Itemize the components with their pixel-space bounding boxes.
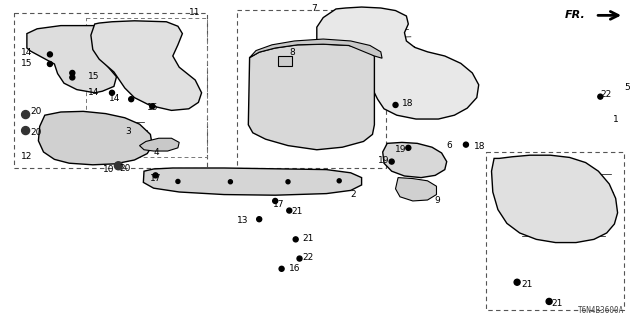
Bar [237, 10, 386, 168]
Circle shape [109, 90, 115, 95]
Polygon shape [396, 178, 436, 201]
Circle shape [273, 198, 278, 204]
Text: 11: 11 [189, 8, 201, 17]
Text: T6N4B3600A: T6N4B3600A [578, 306, 624, 315]
Text: 3: 3 [125, 127, 131, 136]
Circle shape [297, 256, 302, 261]
Circle shape [153, 173, 158, 178]
Circle shape [286, 180, 290, 184]
Polygon shape [250, 39, 382, 58]
Circle shape [257, 217, 262, 222]
Text: 17: 17 [273, 200, 284, 209]
Text: 7: 7 [311, 4, 316, 12]
Text: 21: 21 [522, 280, 533, 289]
Text: 18: 18 [474, 142, 485, 151]
Bar [278, 56, 292, 66]
Circle shape [546, 299, 552, 304]
Polygon shape [143, 168, 362, 195]
Bar [14, 13, 207, 168]
Text: 22: 22 [600, 90, 612, 99]
Circle shape [463, 142, 468, 147]
Circle shape [115, 162, 122, 170]
Text: 15: 15 [88, 72, 99, 81]
Circle shape [287, 208, 292, 213]
Text: 6: 6 [447, 141, 452, 150]
Text: 21: 21 [291, 207, 303, 216]
Text: 20: 20 [31, 107, 42, 116]
Text: 21: 21 [302, 234, 314, 243]
Circle shape [176, 180, 180, 183]
Bar [86, 18, 207, 157]
Text: 18: 18 [402, 99, 413, 108]
Text: 1: 1 [613, 115, 619, 124]
Circle shape [70, 75, 75, 80]
Text: 10: 10 [103, 165, 115, 174]
Polygon shape [317, 7, 479, 119]
Text: 2: 2 [351, 190, 356, 199]
Bar [486, 152, 624, 310]
Text: 19: 19 [378, 156, 389, 165]
Circle shape [22, 111, 29, 119]
Text: 21: 21 [552, 299, 563, 308]
Circle shape [22, 127, 29, 135]
Text: FR.: FR. [564, 10, 585, 20]
Polygon shape [91, 21, 202, 110]
Polygon shape [248, 44, 374, 150]
Circle shape [70, 70, 75, 76]
Polygon shape [27, 26, 116, 93]
Text: 15: 15 [147, 103, 159, 112]
Circle shape [598, 94, 603, 99]
Text: 15: 15 [20, 59, 32, 68]
Circle shape [393, 102, 398, 108]
Text: 14: 14 [109, 94, 120, 103]
Polygon shape [38, 111, 152, 165]
Circle shape [514, 279, 520, 285]
Text: 22: 22 [302, 253, 314, 262]
Text: 19: 19 [395, 145, 406, 154]
Circle shape [279, 266, 284, 271]
Circle shape [293, 237, 298, 242]
Text: 9: 9 [434, 196, 440, 205]
Text: 13: 13 [237, 216, 248, 225]
Circle shape [47, 52, 52, 57]
Text: 16: 16 [289, 264, 301, 273]
Circle shape [129, 97, 134, 102]
Text: 14: 14 [20, 48, 32, 57]
Circle shape [47, 61, 52, 67]
Polygon shape [140, 138, 179, 151]
Polygon shape [383, 142, 447, 178]
Circle shape [406, 145, 411, 150]
Text: 20: 20 [31, 128, 42, 137]
Text: 12: 12 [20, 152, 32, 161]
Text: 17: 17 [150, 174, 161, 183]
Circle shape [389, 159, 394, 164]
Text: 8: 8 [289, 48, 295, 57]
Text: 14: 14 [88, 88, 99, 97]
Circle shape [150, 104, 155, 109]
Text: 20: 20 [119, 164, 131, 173]
Text: 5: 5 [624, 83, 630, 92]
Circle shape [228, 180, 232, 184]
Polygon shape [492, 155, 618, 243]
Text: 4: 4 [154, 148, 159, 157]
Circle shape [337, 179, 341, 183]
